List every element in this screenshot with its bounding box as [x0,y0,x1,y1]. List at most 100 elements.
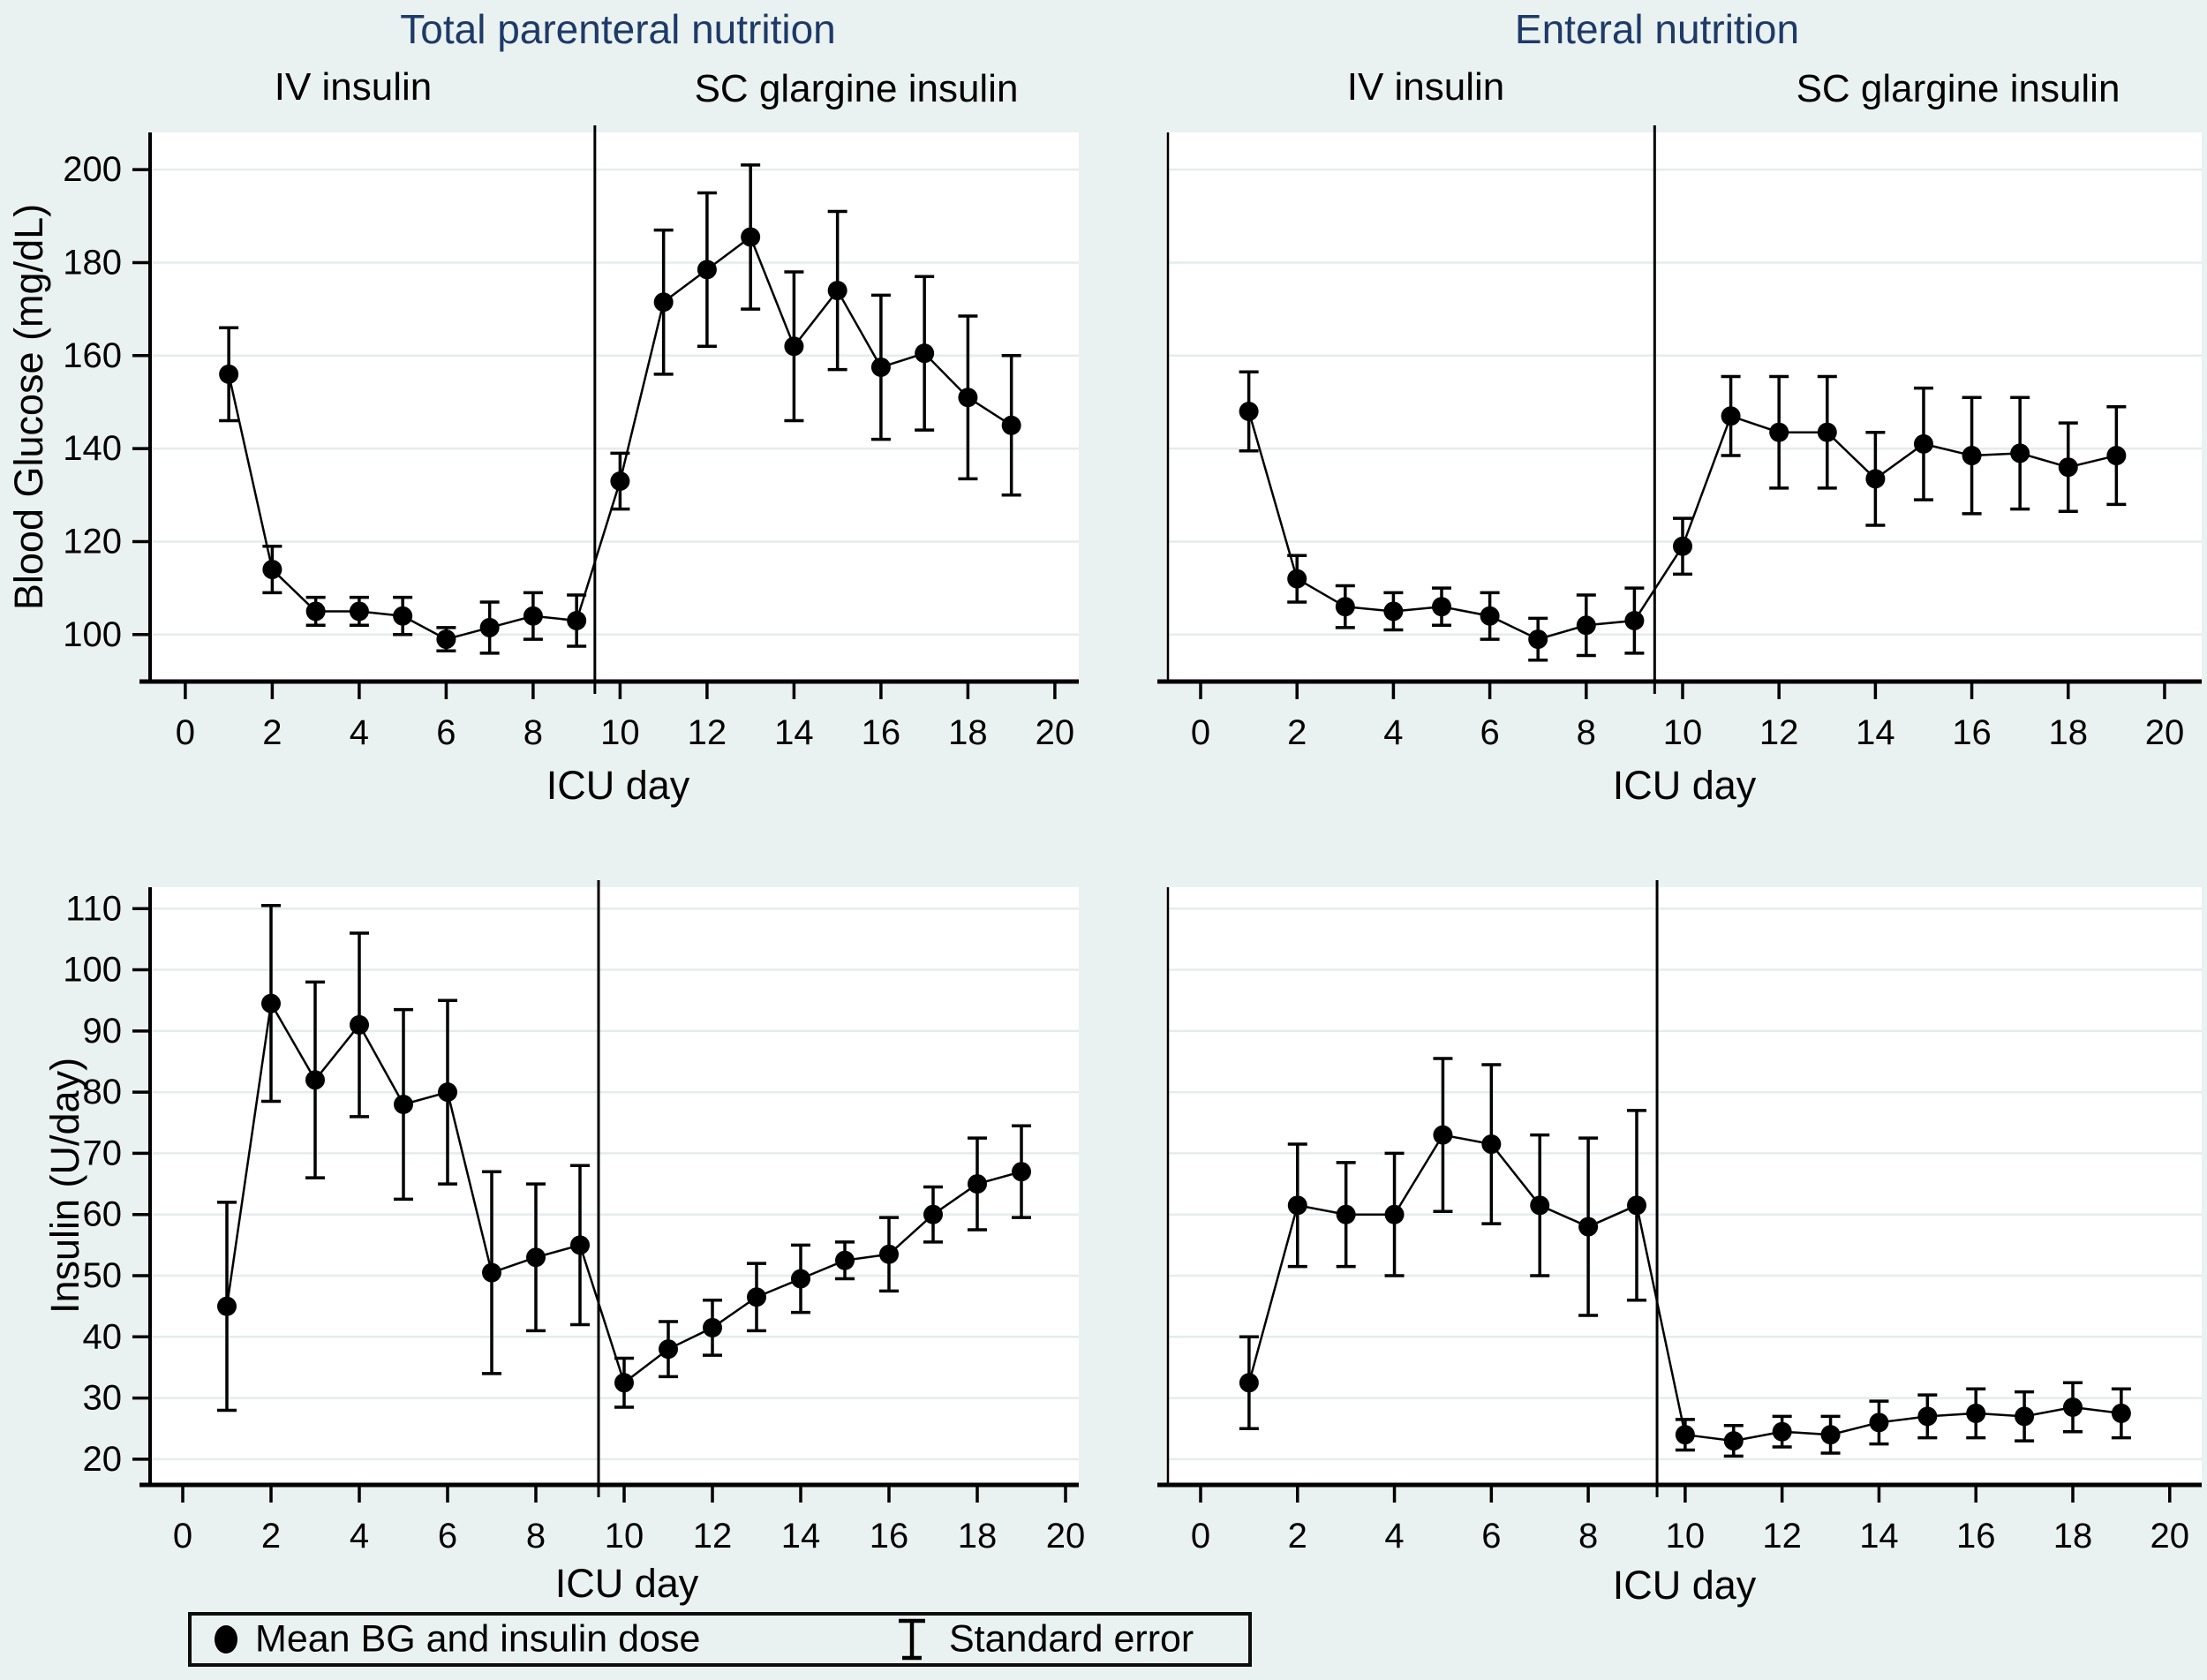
data-point-marker [1576,615,1596,636]
x-tick-label: 0 [173,1517,192,1556]
x-axis-label-icu-day-top-right: ICU day [1612,763,1757,808]
data-point-marker [870,357,891,377]
data-point-marker [393,606,413,626]
data-point-marker [350,1014,369,1035]
y-tick-label: 30 [83,1379,123,1418]
data-point-marker [1721,406,1741,426]
data-point-marker [610,471,630,492]
data-point-marker [305,601,326,622]
mean-marker-icon [215,1625,237,1654]
data-point-marker [747,1287,766,1307]
data-point-marker [1626,1195,1646,1216]
x-tick-label: 16 [1956,1517,1996,1556]
chart-enteral-insulin: 0 2 4 6 8 10 12 14 16 18 20 [1157,880,2202,1556]
data-point-marker [1624,611,1645,631]
data-point-marker [614,1373,634,1393]
data-point-markers [217,993,1031,1393]
y-tick-label: 120 [63,522,122,561]
data-point-marker [1865,469,1886,489]
x-tick-label: 10 [1663,713,1703,752]
x-tick-label: 4 [1384,1517,1404,1556]
column-title-enteral-nutrition: Enteral nutrition [1514,6,1800,52]
data-point-marker [1480,606,1500,626]
y-tick-label: 100 [63,615,122,654]
gridlines [150,908,1079,1461]
data-point-marker [1335,597,1355,617]
data-point-marker [1769,422,1789,442]
data-point-marker [349,601,369,622]
x-tick-label: 12 [688,713,727,752]
x-tick-label: 20 [1036,713,1075,752]
phase-label-tpn-iv-insulin: IV insulin [274,65,433,109]
y-tick-label: 50 [83,1256,123,1295]
x-axis-label-icu-day-top-left: ICU day [546,763,690,808]
data-point-marker [2058,457,2078,478]
x-tick-label: 8 [524,713,543,752]
y-tick-label: 70 [83,1134,123,1172]
data-point-marker [1578,1217,1599,1237]
data-point-marker [1383,601,1404,622]
data-point-marker [1869,1413,1889,1433]
plot-area [150,132,1079,682]
y-tick-label: 200 [63,150,122,189]
data-point-markers [1239,402,2127,650]
data-point-marker [697,260,717,280]
chart-enteral-blood-glucose: 0 2 4 6 8 10 12 14 16 18 20 [1157,125,2202,752]
data-point-marker [217,1296,237,1316]
x-tick-label: 14 [774,713,814,752]
data-point-marker [653,292,674,313]
data-point-marker [968,1174,987,1194]
data-point-marker [923,1204,943,1224]
gridlines [150,168,1079,637]
x-tick-label: 4 [350,713,369,752]
x-tick-label: 0 [1191,713,1210,752]
data-point-marker [1287,569,1307,589]
data-point-marker [958,388,978,408]
x-tick-label: 12 [693,1517,733,1556]
data-point-marker [261,993,281,1013]
x-tick-label: 8 [526,1517,546,1556]
phase-label-tpn-sc-glargine: SC glargine insulin [694,67,1019,110]
x-tick-label: 12 [1762,1517,1802,1556]
phase-label-enteral-iv-insulin: IV insulin [1346,65,1505,109]
data-point-marker [1528,629,1548,650]
x-tick-label: 8 [1577,713,1596,752]
x-tick-label: 2 [261,1517,281,1556]
data-point-marker [2111,1403,2131,1423]
data-point-marker [2015,1406,2035,1427]
data-point-marker [835,1250,855,1270]
x-tick-label: 0 [1191,1517,1210,1556]
data-point-marker [479,617,500,637]
x-tick-label: 20 [2145,713,2185,752]
x-axis-label-icu-day-bottom-right: ICU day [1612,1563,1757,1608]
y-tick-label: 100 [63,951,122,990]
error-bars [1239,370,2127,662]
y-tick-label: 90 [83,1012,123,1051]
x-tick-label: 18 [948,713,988,752]
x-tick-label: 6 [1481,1517,1501,1556]
data-point-marker [262,560,282,580]
data-point-marker [827,281,847,301]
y-tick-label: 60 [83,1195,123,1234]
data-point-marker [1012,1162,1031,1182]
data-point-marker [1001,415,1021,435]
x-tick-label: 8 [1578,1517,1598,1556]
y-tick-label: 160 [63,336,122,375]
data-point-marker [1820,1425,1841,1445]
x-tick-label: 10 [600,713,640,752]
data-point-marker [1336,1204,1356,1224]
data-point-marker [1433,1125,1453,1145]
x-tick-label: 14 [781,1517,821,1556]
data-point-marker [219,364,239,384]
x-tick-label: 16 [1952,713,1992,752]
data-point-marker [1239,402,1259,422]
data-point-marker [1287,1195,1307,1216]
column-title-total-parenteral-nutrition: Total parenteral nutrition [400,6,836,52]
phase-label-enteral-sc-glargine: SC glargine insulin [1796,67,2120,110]
x-tick-label: 2 [1287,713,1307,752]
data-point-marker [1672,536,1692,556]
chart-tpn-insulin: 20 30 40 50 60 70 80 90 100 110 0 2 4 6 8 10 12 14 16 18 20 [63,880,1085,1556]
data-point-marker [915,343,935,364]
plot-area [1168,887,2202,1485]
